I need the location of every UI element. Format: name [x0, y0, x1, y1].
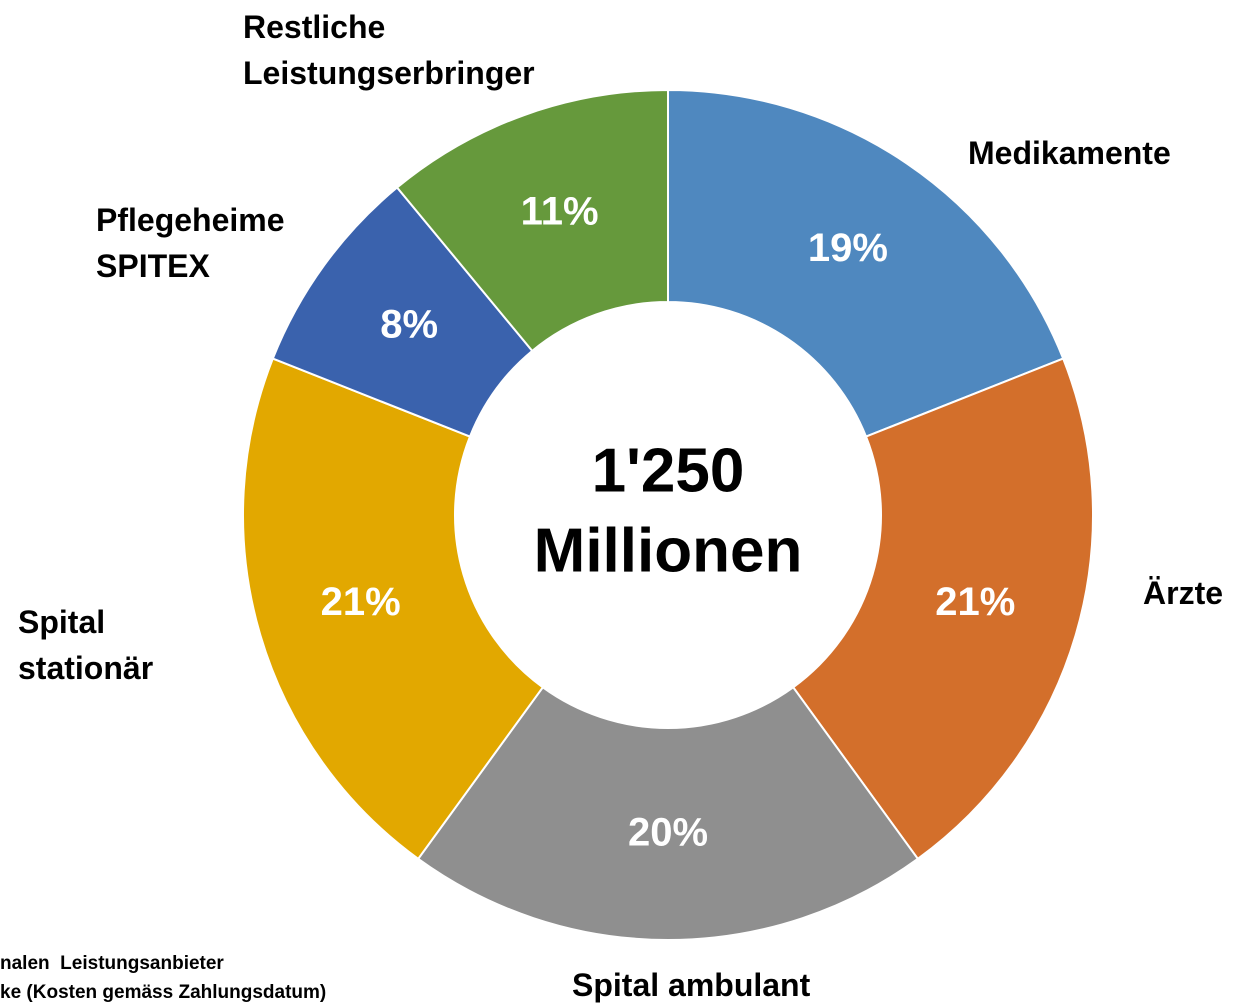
data-label: 19% — [808, 226, 888, 270]
data-label: 20% — [628, 811, 708, 855]
center-label: Millionen — [534, 516, 803, 585]
data-label: 21% — [321, 580, 401, 624]
footnote: nalen Leistungsanbieter — [0, 953, 224, 974]
category-label: Ärzte — [1143, 575, 1224, 611]
category-label: Medikamente — [968, 135, 1171, 171]
footnote: ke (Kosten gemäss Zahlungsdatum) — [0, 982, 327, 1003]
center-label: 1'250 — [592, 436, 745, 505]
donut-segment — [667, 88, 1065, 438]
donut-segment — [242, 357, 545, 861]
category-label: Spital stationär — [18, 604, 154, 686]
data-label: 8% — [380, 302, 438, 346]
donut-segment — [791, 357, 1094, 861]
donut-segment — [395, 88, 669, 353]
donut-segment — [416, 685, 920, 941]
category-label: Spital ambulant — [572, 967, 811, 1003]
category-label: Restliche Leistungserbringer — [243, 9, 535, 91]
data-label: 11% — [521, 189, 599, 233]
data-label: 21% — [935, 580, 1015, 624]
category-label: Pflegeheime SPITEX — [96, 202, 285, 284]
